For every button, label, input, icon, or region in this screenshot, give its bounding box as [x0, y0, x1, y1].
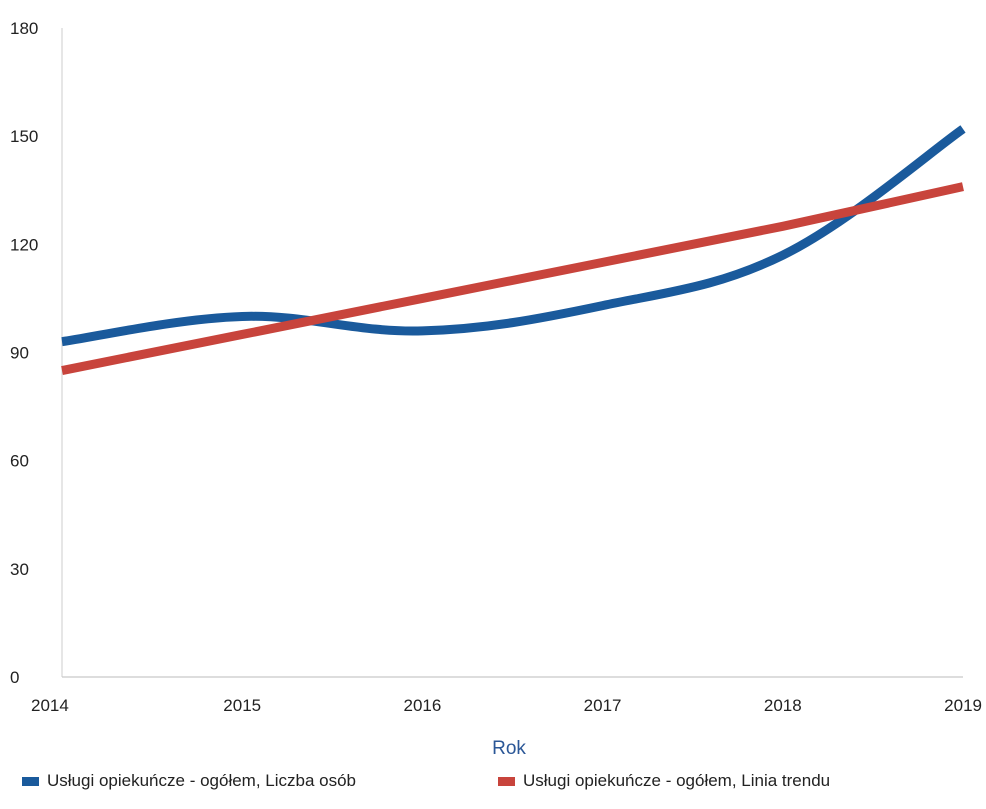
- x-tick-label: 2019: [944, 696, 982, 715]
- x-tick-label: 2015: [223, 696, 261, 715]
- y-tick-label: 150: [10, 127, 38, 146]
- y-tick-label: 90: [10, 344, 29, 363]
- legend-label-liczba-osob: Usługi opiekuńcze - ogółem, Liczba osób: [47, 771, 357, 790]
- series-line-linia-trendu: [61, 182, 964, 375]
- y-tick-label: 60: [10, 452, 29, 471]
- y-tick-label: 30: [10, 560, 29, 579]
- y-tick-label: 0: [10, 668, 19, 687]
- legend-item-linia-trendu: Usługi opiekuńcze - ogółem, Linia trendu: [498, 771, 830, 791]
- x-tick-label: 2018: [764, 696, 802, 715]
- x-tick-label: 2014: [31, 696, 69, 715]
- legend-item-liczba-osob: Usługi opiekuńcze - ogółem, Liczba osób: [22, 771, 356, 791]
- legend-swatch-liczba-osob: [22, 776, 39, 786]
- x-axis-title: Rok: [492, 738, 526, 759]
- y-tick-label: 180: [10, 19, 38, 38]
- y-tick-label: 120: [10, 235, 38, 254]
- series-line-liczba-osob: [61, 125, 966, 347]
- x-axis-ticks: 2014 2015 2016 2017 2018 2019: [31, 696, 982, 715]
- x-tick-label: 2017: [584, 696, 622, 715]
- legend-swatch-linia-trendu: [498, 776, 515, 786]
- y-axis-ticks: 0 30 60 90 120 150 180: [10, 19, 38, 687]
- legend-label-linia-trendu: Usługi opiekuńcze - ogółem, Linia trendu: [523, 771, 831, 790]
- x-tick-label: 2016: [403, 696, 441, 715]
- series-lines: [61, 125, 966, 375]
